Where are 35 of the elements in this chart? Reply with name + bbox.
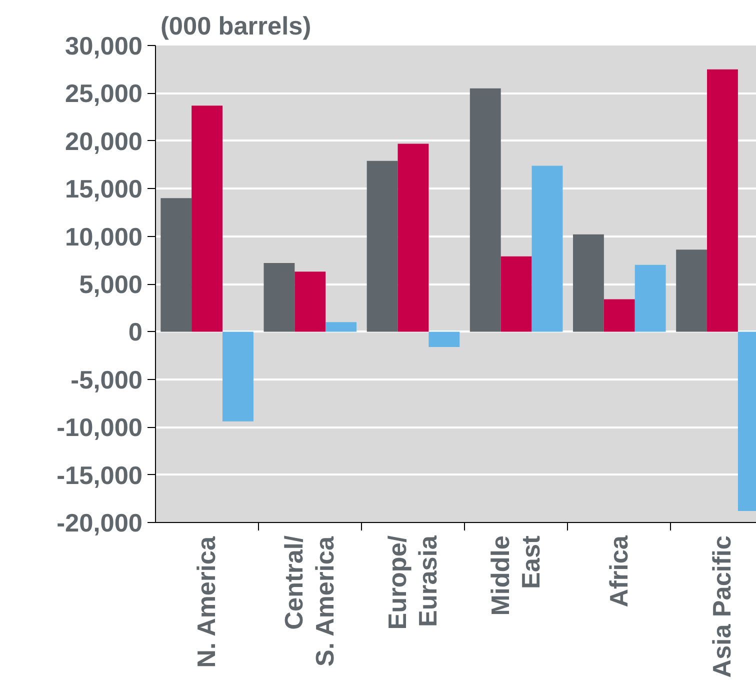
bar [500, 256, 532, 332]
y-tick-label: 30,000 [65, 32, 142, 60]
y-tick-label: 5,000 [79, 271, 143, 299]
bar [366, 160, 398, 332]
y-tick-label: -10,000 [56, 414, 143, 442]
y-tick-label: -15,000 [56, 462, 143, 490]
y-tick-label: 15,000 [65, 176, 142, 204]
bar [604, 299, 635, 332]
bar [634, 264, 666, 332]
bar [222, 332, 254, 422]
y-axis-title: (000 barrels) [160, 12, 312, 40]
bar [264, 263, 295, 332]
y-tick-label: 10,000 [65, 223, 142, 252]
x-tick-label: Middle East [486, 534, 546, 616]
bar [707, 69, 738, 332]
bar [428, 332, 460, 347]
bar [676, 250, 708, 332]
y-tick-label: -5,000 [70, 366, 143, 394]
bar [398, 144, 429, 332]
y-tick-label: -20,000 [56, 510, 143, 538]
bar [294, 272, 326, 332]
y-tick-label: 0 [128, 318, 143, 347]
x-tick-label: Central/ S. America [280, 535, 340, 666]
bar [532, 166, 563, 332]
bar [192, 106, 223, 332]
bar [160, 198, 192, 332]
bar [470, 88, 501, 332]
x-tick-label: Africa [605, 534, 634, 608]
x-tick-label: N. America [193, 536, 222, 668]
y-tick-label: 20,000 [65, 128, 142, 156]
bar [326, 322, 357, 332]
y-tick-label: 25,000 [65, 80, 142, 108]
x-tick-label: Asia Pacific [708, 535, 736, 678]
x-tick-label: Europe/ Eurasia [384, 534, 443, 630]
bar [573, 234, 604, 332]
